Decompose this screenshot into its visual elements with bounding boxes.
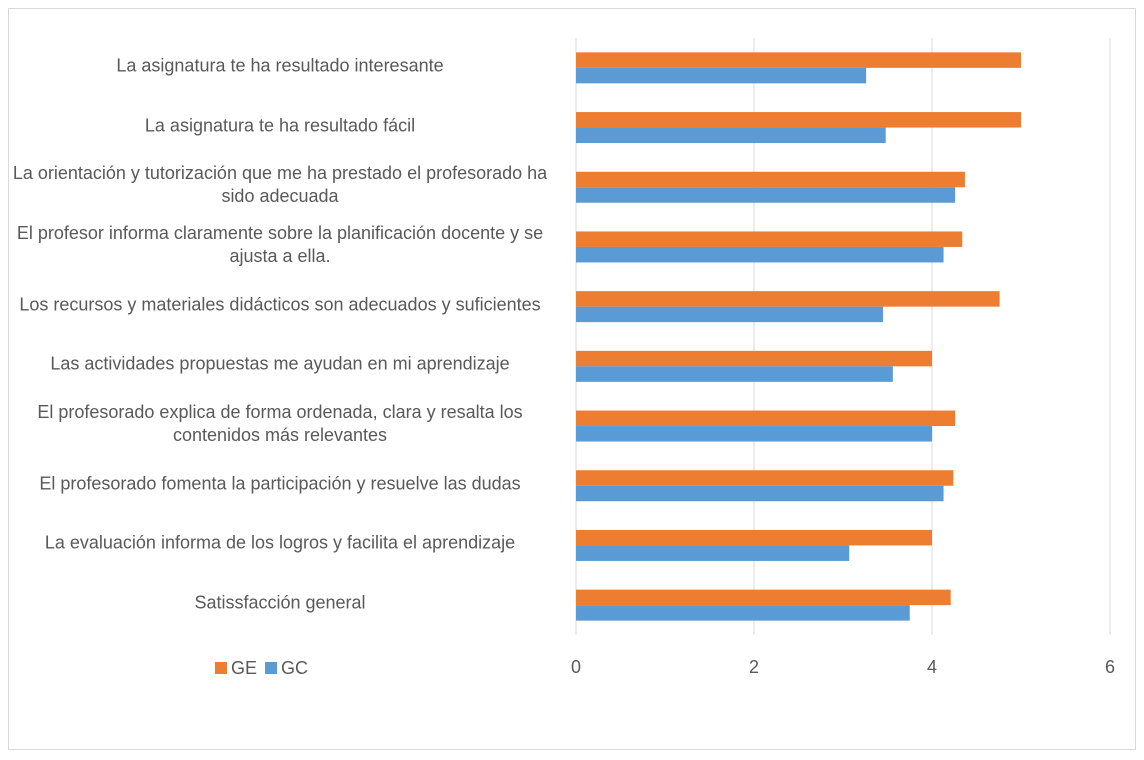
y-tick-label: El profesorado fomenta la participación … [39,473,521,494]
bar [576,366,893,382]
bar [576,171,965,188]
bar [576,485,944,502]
legend-label: GE [231,658,257,678]
bar [576,231,963,247]
bar [576,470,954,486]
y-tick-label: El profesor informa claramente sobre la … [16,222,544,266]
y-tick-label: Las actividades propuestas me ayudan en … [50,353,510,374]
legend-swatch [215,662,227,674]
bar [576,410,956,427]
y-tick-label: El profesorado explica de forma ordenada… [37,402,523,446]
bar [576,112,1021,128]
y-tick-label: Satissfacción general [194,592,366,613]
bar [576,187,956,203]
chart-frame [8,8,1136,750]
bar [576,306,884,323]
bar [576,127,886,144]
bar [576,589,951,606]
y-tick-label: La orientación y tutorización que me ha … [12,163,548,207]
bar [576,350,932,367]
bar [576,246,944,263]
y-tick-label: La asignatura te ha resultado fácil [144,115,416,136]
bar [576,529,932,546]
bar [576,67,867,84]
x-tick-label: 6 [1105,657,1115,677]
y-tick-label: La evaluación informa de los logros y fa… [44,532,516,553]
bar [576,545,850,561]
legend-swatch [265,662,278,674]
bar [576,52,1021,68]
bar [576,605,910,621]
y-tick-label: La asignatura te ha resultado interesant… [116,55,444,76]
x-tick-label: 2 [749,657,759,677]
bar [576,291,1000,307]
legend-label: GC [281,658,308,678]
bar [576,426,932,442]
y-tick-label: Los recursos y materiales didácticos son… [19,294,541,315]
x-tick-label: 0 [571,657,581,677]
x-tick-label: 4 [927,657,937,677]
